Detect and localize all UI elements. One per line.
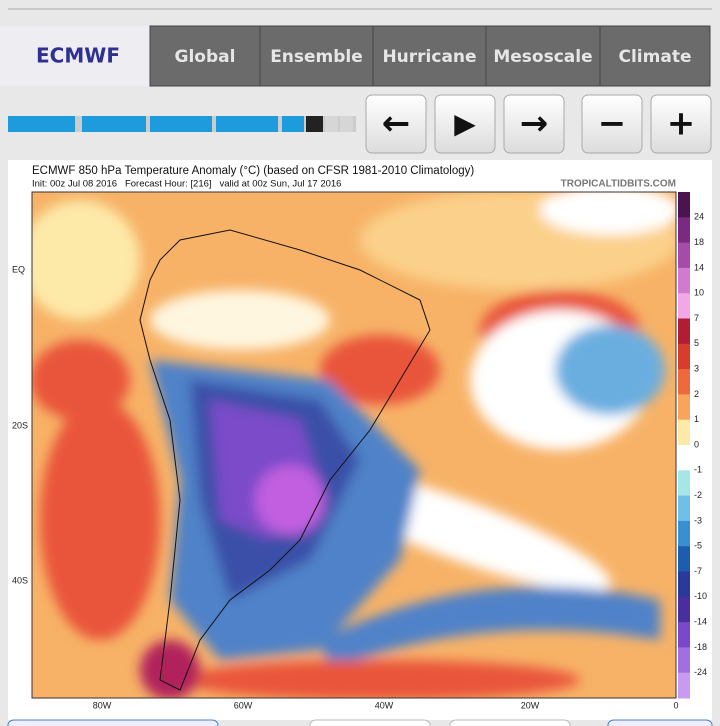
colorbar-label: -3: [694, 515, 702, 525]
colorbar-swatch: [678, 318, 690, 345]
colorbar-swatch: [678, 419, 690, 446]
colorbar-swatch: [678, 470, 690, 497]
colorbar-swatch: [678, 293, 690, 319]
lon-label: 60W: [234, 700, 253, 710]
colorbar-label: 0: [694, 439, 699, 449]
progress-segment[interactable]: [325, 116, 338, 132]
colorbar-swatch: [678, 596, 690, 623]
colorbar-swatch: [678, 647, 690, 674]
map-title: ECMWF 850 hPa Temperature Anomaly (°C) (…: [32, 165, 474, 177]
colorbar-label: -10: [694, 591, 707, 601]
map-frame: [31, 191, 677, 699]
control-icon[interactable]: ▶: [454, 107, 476, 140]
nav-tab[interactable]: [149, 25, 261, 87]
control-icon[interactable]: −: [598, 104, 627, 144]
colorbar-label: -5: [694, 541, 702, 551]
nav-tab[interactable]: [485, 25, 601, 87]
lon-label: 0: [673, 700, 678, 710]
nav-tab-label[interactable]: Ensemble: [270, 47, 363, 67]
lon-label: 20W: [521, 700, 540, 710]
nav-tab-label[interactable]: Climate: [619, 47, 692, 67]
nav-tab[interactable]: [259, 25, 374, 87]
control-icon[interactable]: →: [520, 104, 549, 144]
colorbar-swatch: [678, 267, 690, 294]
progress-segment[interactable]: [340, 116, 353, 132]
progress-handle[interactable]: [306, 116, 323, 132]
colorbar-label: -14: [694, 616, 707, 626]
colorbar-label: 24: [694, 212, 704, 222]
lat-label: 40S: [12, 575, 28, 585]
control-button[interactable]: [503, 94, 565, 154]
colorbar-swatch: [678, 520, 690, 547]
colorbar-swatch: [678, 445, 690, 471]
colorbar-label: -7: [694, 566, 702, 576]
nav-tab-label[interactable]: Hurricane: [382, 47, 476, 67]
control-button[interactable]: [581, 94, 643, 154]
progress-segment[interactable]: [150, 116, 212, 132]
lon-label: 80W: [93, 700, 112, 710]
colorbar-swatch: [678, 571, 690, 598]
control-button[interactable]: [365, 94, 427, 154]
lon-label: 40W: [375, 700, 394, 710]
map: [32, 192, 676, 698]
lat-label: EQ: [12, 264, 25, 274]
colorbar-swatch: [678, 394, 690, 421]
colorbar-label: 14: [694, 262, 704, 272]
control-icon[interactable]: ←: [382, 104, 411, 144]
colorbar-swatch: [678, 217, 690, 244]
colorbar-label: 3: [694, 363, 699, 373]
colorbar-label: 1: [694, 414, 699, 424]
colorbar-label: 18: [694, 237, 704, 247]
colorbar-swatch: [678, 242, 690, 269]
colorbar-label: 7: [694, 313, 699, 323]
bottom-button[interactable]: [449, 719, 571, 726]
lat-label: 20S: [12, 420, 28, 430]
progress-segment[interactable]: [8, 116, 75, 132]
colorbar-swatch: [678, 622, 690, 648]
brand[interactable]: ECMWF: [36, 44, 120, 68]
colorbar-label: 10: [694, 288, 704, 298]
bottom-button[interactable]: [7, 719, 219, 726]
colorbar-swatch: [678, 546, 690, 572]
colorbar-swatch: [678, 192, 690, 218]
brand-tab[interactable]: [0, 26, 150, 86]
colorbar-label: -1: [694, 465, 702, 475]
progress-segment[interactable]: [282, 116, 304, 132]
colorbar-label: -18: [694, 642, 707, 652]
colorbar-label: -24: [694, 667, 707, 677]
colorbar-swatch: [678, 672, 690, 699]
colorbar-swatch: [678, 495, 690, 522]
colorbar-label: 2: [694, 389, 699, 399]
progress-segment[interactable]: [82, 116, 146, 132]
bottom-button[interactable]: [309, 719, 431, 726]
colorbar-label: 5: [694, 338, 699, 348]
nav-tab[interactable]: [599, 25, 711, 87]
colorbar-swatch: [678, 343, 690, 370]
map-subtitle: Init: 00z Jul 08 2016 Forecast Hour: [21…: [32, 179, 341, 190]
control-button[interactable]: [650, 94, 712, 154]
colorbar-label: -2: [694, 490, 702, 500]
colorbar-swatch: [678, 369, 690, 395]
control-button[interactable]: [434, 94, 496, 154]
progress-segment[interactable]: [216, 116, 278, 132]
credit: TROPICALTIDBITS.COM: [561, 179, 676, 190]
control-icon[interactable]: +: [667, 104, 696, 144]
nav-tab[interactable]: [372, 25, 487, 87]
nav-tab-label[interactable]: Mesoscale: [493, 47, 592, 67]
nav-tab-label[interactable]: Global: [175, 47, 236, 67]
bottom-button[interactable]: [607, 719, 713, 726]
